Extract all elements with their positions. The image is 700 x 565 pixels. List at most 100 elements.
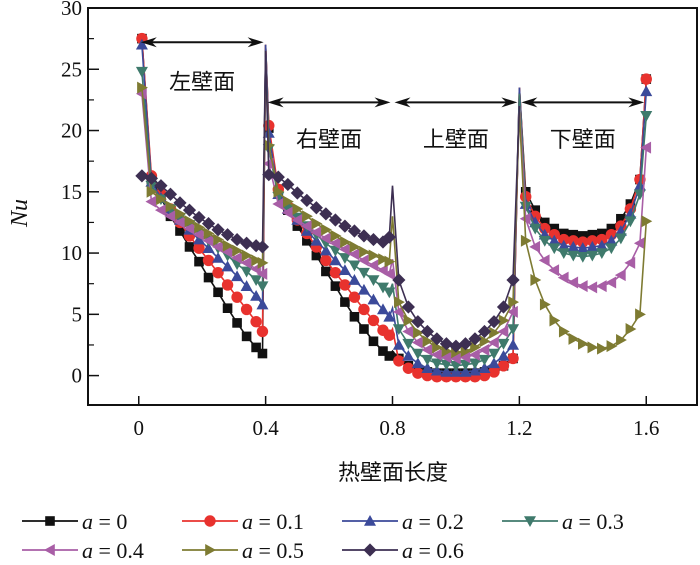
data-point	[240, 266, 253, 278]
legend-item: a = 0.3	[502, 509, 624, 534]
data-point	[586, 250, 599, 262]
data-point	[231, 291, 243, 303]
data-point	[213, 233, 225, 246]
data-point	[587, 341, 599, 354]
data-point	[539, 298, 551, 311]
data-point	[376, 303, 389, 315]
data-point	[421, 354, 434, 366]
data-point	[577, 236, 589, 248]
data-point	[302, 210, 313, 223]
data-point	[222, 303, 233, 314]
data-point	[383, 287, 396, 299]
data-point	[468, 358, 481, 370]
data-point	[135, 169, 149, 183]
data-point	[625, 323, 637, 336]
data-point	[231, 251, 242, 264]
data-point	[576, 251, 589, 263]
data-point	[567, 235, 579, 247]
data-point	[413, 326, 424, 339]
data-point	[319, 207, 333, 221]
data-point	[165, 200, 177, 213]
series-layer	[135, 32, 653, 383]
data-point	[633, 237, 645, 250]
data-point	[567, 240, 580, 252]
data-point	[430, 348, 442, 361]
data-point	[232, 318, 242, 328]
data-point	[440, 365, 453, 377]
data-point	[194, 256, 204, 267]
data-point	[468, 332, 482, 346]
data-point	[549, 223, 560, 234]
data-point	[383, 329, 396, 341]
legend-label: a = 0	[82, 509, 127, 534]
data-point	[292, 221, 303, 231]
arrow-left-head	[267, 97, 284, 108]
legend-marker	[364, 515, 376, 526]
data-point	[146, 185, 158, 198]
legend-item: a = 0.2	[342, 509, 464, 534]
data-point	[402, 338, 415, 350]
data-point	[338, 264, 351, 276]
data-point	[241, 249, 253, 262]
data-point	[272, 198, 284, 211]
data-point	[154, 204, 166, 217]
data-point	[449, 360, 462, 372]
data-point	[281, 206, 293, 219]
y-tick-label: 5	[72, 302, 83, 326]
legend-item: a = 0.1	[182, 509, 304, 534]
data-point	[193, 228, 204, 241]
data-point	[156, 193, 167, 206]
data-point	[240, 303, 253, 316]
data-point	[257, 256, 269, 269]
wall-span-annotation: 上壁面	[394, 97, 518, 153]
data-point	[329, 245, 342, 257]
data-point	[367, 293, 380, 305]
data-point	[349, 240, 361, 253]
data-point	[420, 324, 434, 339]
data-point	[384, 255, 396, 268]
y-tick-label: 20	[61, 119, 82, 143]
data-point	[257, 348, 268, 359]
legend-item: a = 0.4	[22, 538, 144, 563]
data-point	[548, 264, 560, 277]
data-point	[548, 234, 561, 246]
data-point	[321, 266, 331, 277]
data-point	[338, 243, 350, 256]
legend-label: a = 0.6	[402, 538, 464, 563]
data-point	[548, 243, 561, 255]
data-point	[212, 240, 223, 253]
data-point	[595, 280, 607, 293]
data-point	[251, 342, 261, 353]
data-point	[357, 283, 370, 295]
data-point	[144, 171, 159, 185]
arrow-right-head	[247, 37, 264, 48]
legend-label: a = 0.1	[242, 509, 304, 534]
data-point	[193, 242, 205, 254]
data-point	[568, 332, 580, 345]
wall-label: 右壁面	[296, 128, 362, 153]
data-point	[203, 227, 215, 240]
data-point	[376, 282, 389, 294]
arrow-right-head	[501, 97, 518, 108]
y-tick-label: 10	[61, 241, 82, 265]
data-point	[173, 196, 187, 210]
data-point	[145, 195, 157, 208]
arrow-left-head	[394, 97, 411, 108]
data-point	[568, 229, 579, 240]
data-point	[320, 254, 332, 267]
data-point	[394, 296, 405, 309]
data-point	[231, 270, 244, 282]
data-point	[488, 357, 500, 369]
data-point	[411, 336, 423, 349]
data-point	[430, 364, 443, 376]
data-point	[255, 240, 270, 254]
data-point	[430, 332, 444, 346]
data-point	[497, 338, 510, 350]
data-point	[468, 348, 480, 361]
data-point	[606, 223, 617, 234]
data-point	[558, 228, 569, 239]
data-point	[137, 81, 148, 94]
data-point	[439, 337, 454, 351]
data-point	[616, 334, 627, 347]
data-point	[470, 341, 481, 354]
